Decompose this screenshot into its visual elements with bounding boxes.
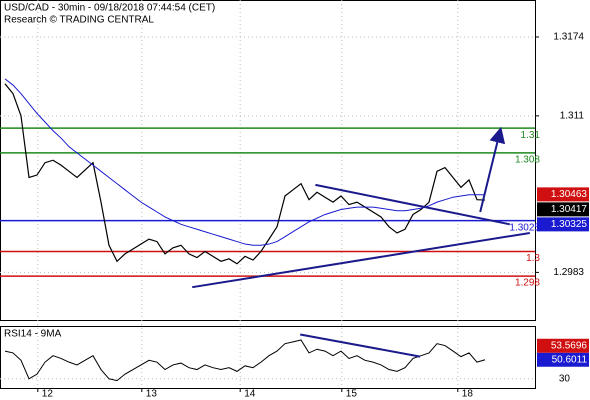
y-tick-label: 1.3174 (553, 32, 584, 43)
price-panel (0, 0, 536, 321)
series-line (4, 78, 485, 246)
level-label: 1.3 (526, 253, 540, 264)
level-label: 1.3025 (509, 222, 540, 233)
trend-line (479, 126, 506, 213)
price-tag (537, 352, 589, 367)
y-tick-label: 30 (559, 373, 571, 384)
chart-title: USD/CAD - 30min - 09/18/2018 07:44:54 (C… (4, 3, 215, 14)
series-line (4, 339, 486, 382)
x-tick-label: 18 (462, 389, 474, 400)
trend-line (300, 333, 421, 358)
trend-line (315, 183, 510, 226)
price-tag-label: 1.30325 (551, 219, 588, 230)
price-tag (537, 217, 589, 232)
price-tag (537, 202, 589, 217)
x-tick-label: 13 (146, 389, 158, 400)
level-label: 1.298 (515, 278, 540, 289)
price-tag-label: 53.5696 (551, 340, 588, 351)
y-tick-label: 1.2983 (553, 267, 584, 278)
y-tick-label: 1.311 (560, 111, 585, 122)
series-line (4, 83, 486, 265)
price-tag-label: 50.6011 (552, 354, 588, 365)
price-tag (537, 338, 589, 353)
level-label: 1.308 (515, 154, 540, 165)
chart-subtitle: Research © TRADING CENTRAL (4, 15, 154, 26)
rsi-label: RSI14 - 9MA (4, 329, 62, 340)
level-label: 1.31 (521, 130, 541, 141)
x-tick-label: 15 (346, 389, 358, 400)
rsi-panel (0, 326, 536, 389)
price-tag (537, 187, 589, 202)
price-tag-label: 1.30417 (551, 204, 588, 215)
x-tick-label: 12 (42, 389, 54, 400)
trend-line (192, 231, 530, 289)
price-tag-label: 1.30463 (551, 189, 588, 200)
x-tick-label: 14 (244, 389, 256, 400)
